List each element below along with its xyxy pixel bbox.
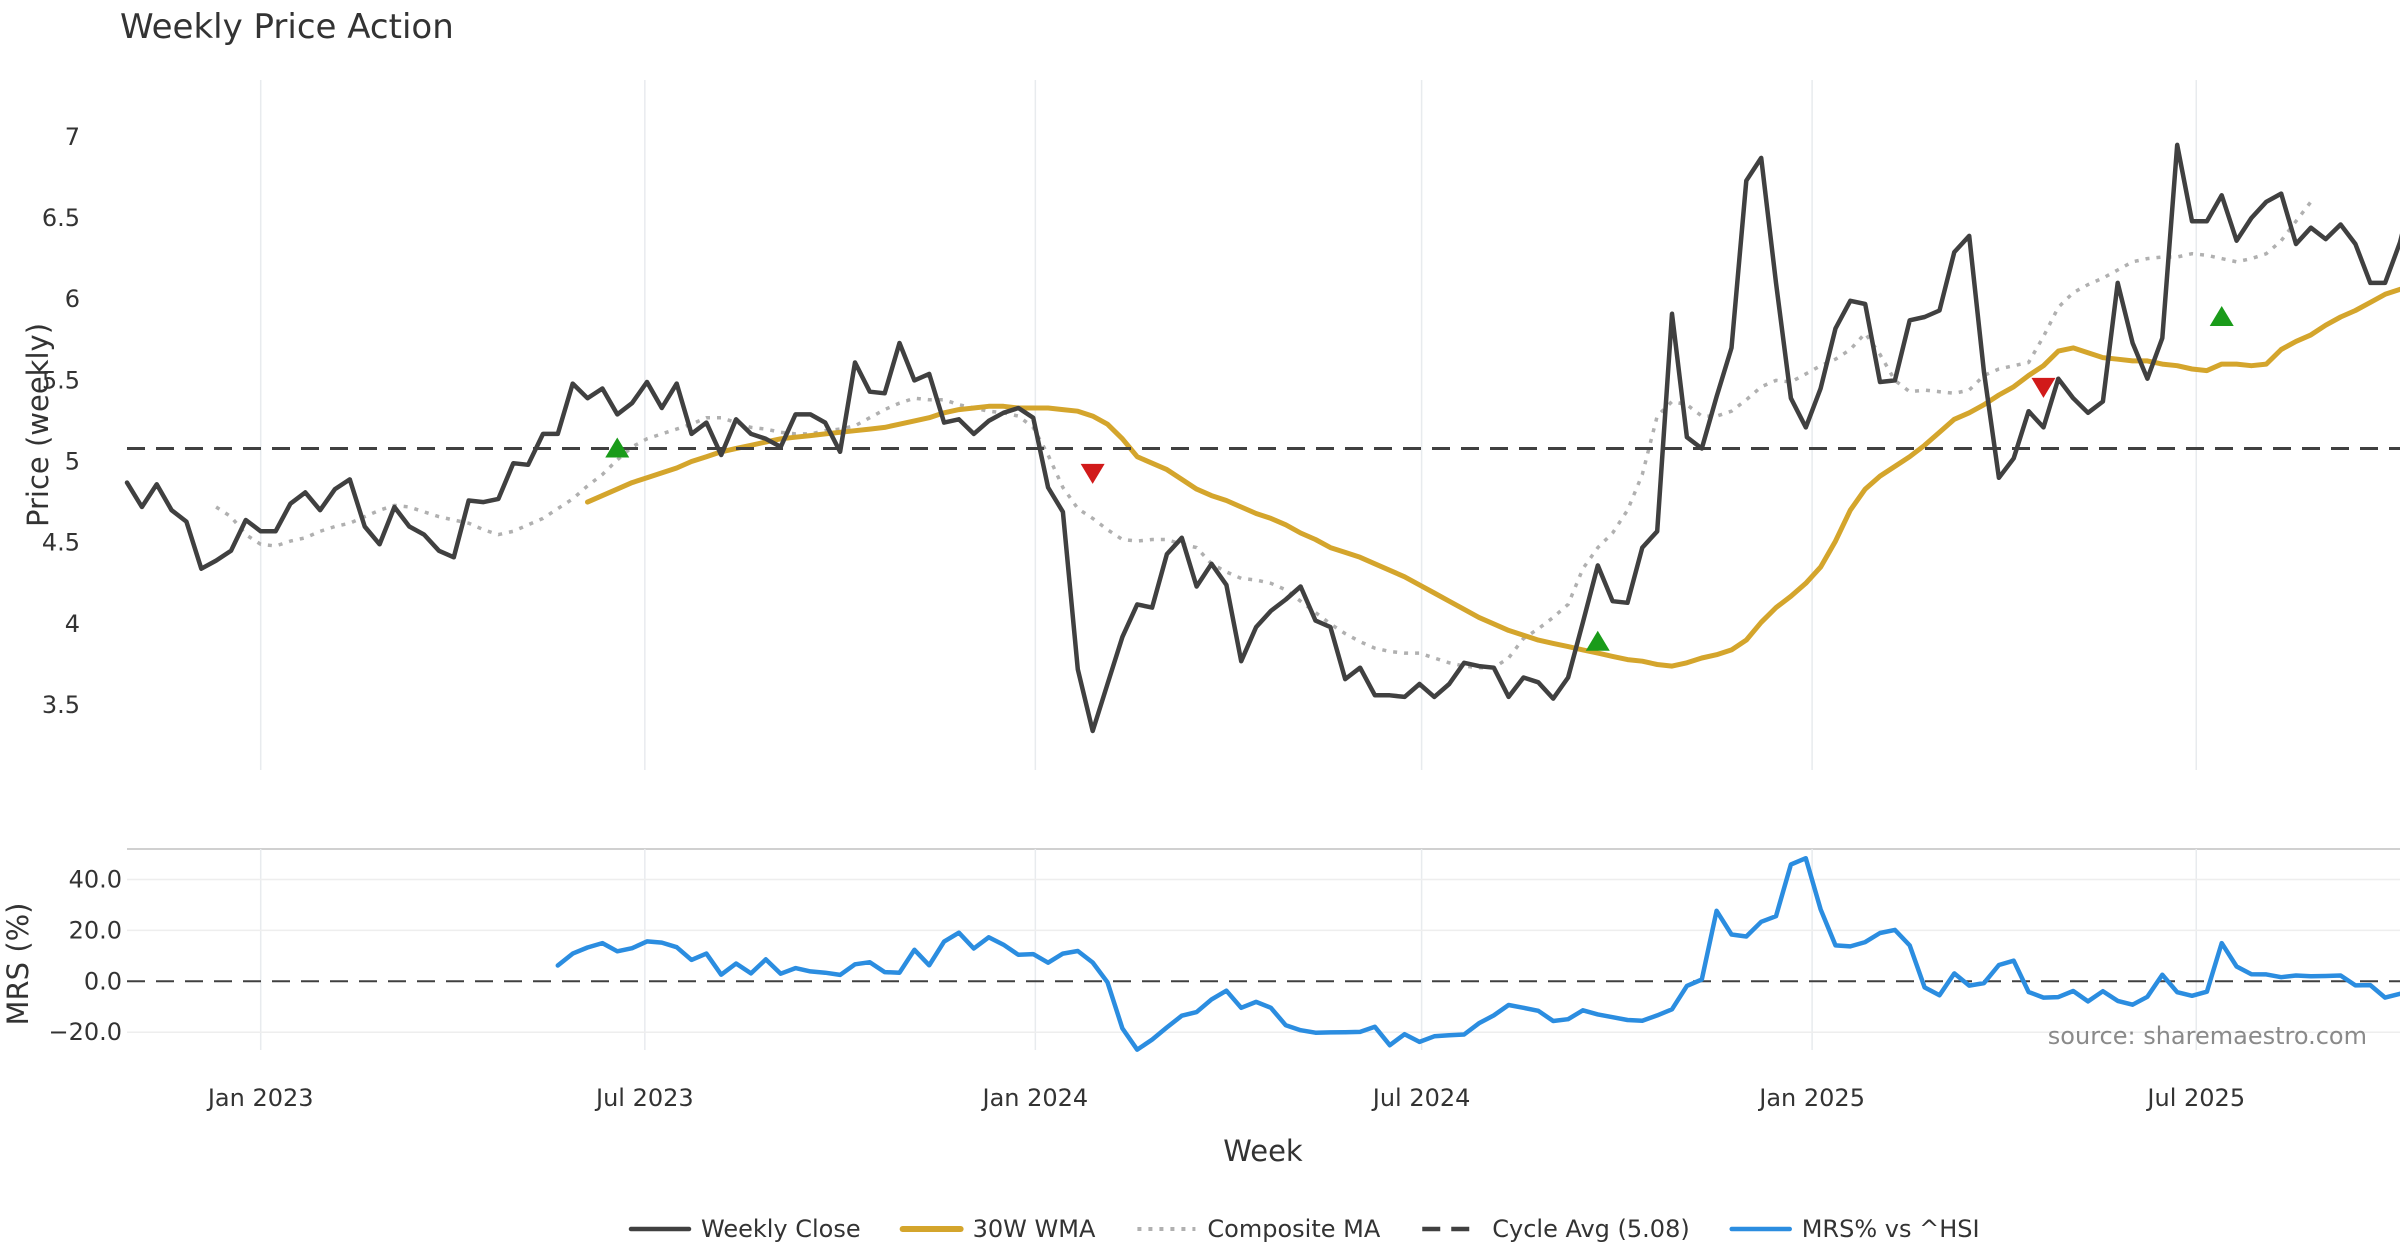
- mrs-y-tick-label: 20.0: [69, 916, 122, 944]
- price-y-tick-label: 6: [65, 285, 80, 313]
- x-tick-label: Jul 2025: [2145, 1084, 2245, 1112]
- price-y-tick-label: 4.5: [42, 529, 80, 557]
- x-tick-label: Jul 2023: [594, 1084, 694, 1112]
- x-axis-title: Week: [1223, 1134, 1303, 1168]
- legend-item-30w-wma: 30W WMA: [899, 1215, 1096, 1243]
- price-panel: 3.5 4 4.5 5 5.5 6 6.5 7 Price (weekly): [21, 80, 2400, 770]
- buy-signal-marker: [2209, 306, 2234, 327]
- price-series: [124, 142, 2400, 734]
- price-y-ticks: 3.5 4 4.5 5 5.5 6 6.5 7: [42, 123, 80, 719]
- x-tick-label: Jan 2024: [980, 1084, 1088, 1112]
- price-y-tick-label: 5: [65, 448, 80, 476]
- mrs-y-tick-label: −20.0: [48, 1018, 122, 1046]
- source-note: source: sharemaestro.com: [2048, 1022, 2367, 1050]
- x-tick-label: Jul 2024: [1371, 1084, 1471, 1112]
- price-y-tick-label: 4: [65, 610, 80, 638]
- price-y-tick-label: 7: [65, 123, 80, 151]
- price-y-tick-label: 6.5: [42, 204, 80, 232]
- signal-markers: [605, 306, 2234, 651]
- mrs-panel: 40.0 20.0 0.0 −20.0 MRS (%) source: sharema…: [1, 848, 2400, 1052]
- legend-label: Composite MA: [1207, 1215, 1380, 1243]
- legend-item-composite-ma: Composite MA: [1137, 1215, 1381, 1243]
- legend-item-weekly-close: Weekly Close: [628, 1215, 861, 1243]
- legend-label: 30W WMA: [973, 1215, 1096, 1243]
- price-y-tick-label: 5.5: [42, 366, 80, 394]
- mrs-y-tick-label: 0.0: [84, 967, 122, 995]
- sell-signal-marker: [1080, 463, 1105, 484]
- price-y-axis-title: Price (weekly): [21, 323, 55, 527]
- series-line-weekly-close: [124, 142, 2400, 734]
- legend: Weekly Close 30W WMA Composite MA Cycle Avg…: [628, 1215, 1980, 1243]
- buy-signal-marker: [605, 437, 630, 458]
- legend-item-mrs-vs-hsi: MRS% vs ^HSI: [1729, 1215, 1980, 1243]
- mrs-y-ticks: 40.0 20.0 0.0 −20.0: [48, 866, 122, 1047]
- legend-item-cycle-avg-5-08: Cycle Avg (5.08): [1422, 1215, 1690, 1243]
- legend-label: Cycle Avg (5.08): [1492, 1215, 1689, 1243]
- sell-signal-marker: [2031, 377, 2056, 398]
- x-tick-label: Jan 2023: [206, 1084, 314, 1112]
- series-line-30w-wma: [585, 286, 2400, 669]
- x-tick-label: Jan 2025: [1757, 1084, 1865, 1112]
- mrs-y-axis-title: MRS (%): [1, 903, 35, 1026]
- chart-title: Weekly Price Action: [120, 7, 454, 47]
- mrs-series: [555, 855, 2400, 1052]
- series-line-mrs-vs-hsi: [555, 855, 2400, 1052]
- buy-signal-marker: [1585, 630, 1610, 651]
- x-axis-ticks: Jan 2023 Jul 2023 Jan 2024 Jul 2024 Jan 2025…: [206, 1084, 2245, 1112]
- series-line-composite-ma: [215, 200, 2313, 670]
- mrs-y-tick-label: 40.0: [69, 866, 122, 894]
- legend-label: MRS% vs ^HSI: [1802, 1215, 1980, 1243]
- price-y-tick-label: 3.5: [42, 691, 80, 719]
- legend-label: Weekly Close: [701, 1215, 861, 1243]
